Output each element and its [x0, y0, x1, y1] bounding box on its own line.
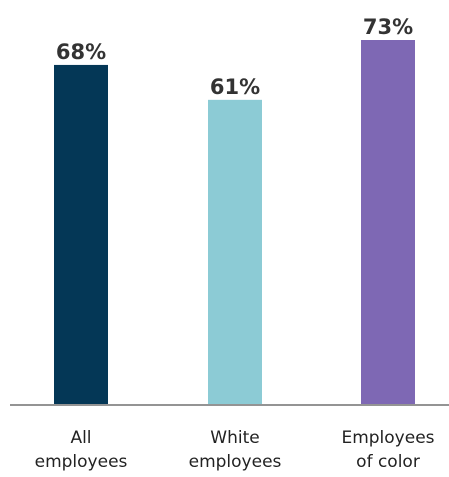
x-tick-label-line: Employees — [341, 428, 434, 448]
x-tick-label-line: All — [70, 428, 91, 448]
data-labels-layer: 68% 61% 73% — [56, 15, 413, 99]
bars-layer — [54, 40, 415, 404]
bar-2 — [361, 40, 415, 404]
data-label-2: 73% — [363, 15, 413, 39]
x-tick-label-line: of color — [356, 452, 420, 472]
x-tick-labels-layer: All employees White employees Employees of co… — [35, 428, 435, 472]
x-tick-label-line: employees — [35, 452, 128, 472]
bar-0 — [54, 64, 108, 404]
x-tick-label-2: Employees of color — [341, 428, 434, 472]
x-tick-label-0: All employees — [35, 428, 128, 472]
bar-1 — [208, 99, 262, 404]
data-label-0: 68% — [56, 40, 106, 64]
x-tick-label-1: White employees — [189, 428, 282, 472]
x-tick-label-line: White — [210, 428, 259, 448]
data-label-1: 61% — [210, 75, 260, 99]
x-tick-label-line: employees — [189, 452, 282, 472]
